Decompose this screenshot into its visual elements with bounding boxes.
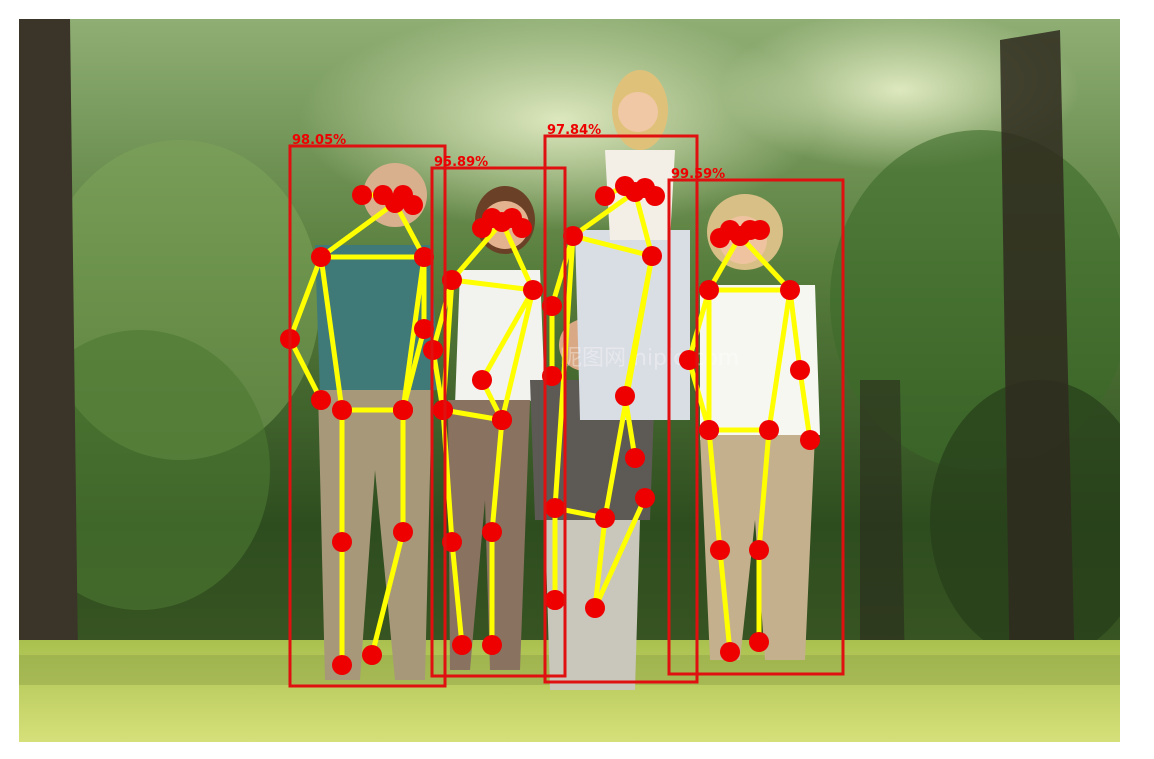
skeleton-bone (570, 189, 638, 239)
keypoint (311, 390, 331, 410)
keypoint (585, 598, 605, 618)
keypoint (442, 270, 462, 290)
skeleton-bone (369, 529, 406, 658)
keypoint (699, 280, 719, 300)
keypoint (414, 319, 434, 339)
keypoint (492, 410, 512, 430)
keypoint (800, 430, 820, 450)
keypoint (759, 420, 779, 440)
keypoint (615, 176, 635, 196)
skeleton-bone (392, 200, 427, 260)
skeleton-bone (686, 357, 712, 433)
keypoint (545, 590, 565, 610)
keypoint (393, 400, 413, 420)
detection-confidence-label: 95.89% (434, 155, 488, 170)
keypoint (472, 370, 492, 390)
skeleton-bone (318, 200, 398, 260)
keypoint (720, 642, 740, 662)
keypoint (699, 420, 719, 440)
detection-box (667, 178, 845, 676)
keypoint (523, 280, 543, 300)
keypoint (542, 296, 562, 316)
keypoint (679, 350, 699, 370)
watermark: 昵图网 nipic.com (560, 346, 739, 371)
skeleton-bone (706, 427, 723, 553)
keypoint (403, 195, 423, 215)
skeleton-bone (686, 287, 712, 363)
keypoint (373, 185, 393, 205)
skeleton-bone (592, 515, 608, 611)
keypoint (332, 532, 352, 552)
skeleton-bone (449, 539, 465, 648)
skeleton-bone (706, 233, 743, 293)
keypoint (311, 247, 331, 267)
person-4-pose (679, 220, 820, 662)
keypoint (452, 635, 472, 655)
keypoint (595, 186, 615, 206)
skeleton-bone (499, 219, 536, 293)
keypoint (625, 448, 645, 468)
person-2-pose (423, 208, 543, 655)
keypoint (362, 645, 382, 665)
keypoint (749, 632, 769, 652)
keypoint (595, 508, 615, 528)
skeleton-bone (787, 287, 803, 373)
person-1-pose (280, 185, 434, 675)
skeleton-bone (717, 547, 733, 655)
skeleton-bone (570, 233, 655, 259)
keypoint (512, 218, 532, 238)
detection-confidence-label: 99.59% (671, 167, 725, 182)
keypoint (615, 386, 635, 406)
keypoint (393, 522, 413, 542)
skeleton-bone (318, 254, 345, 413)
keypoint (749, 540, 769, 560)
keypoint (482, 635, 502, 655)
skeleton-bone (766, 287, 793, 433)
skeleton-bone (449, 277, 536, 293)
skeleton-bone (632, 189, 655, 259)
keypoint (563, 226, 583, 246)
detection-box (543, 134, 699, 684)
detection-confidence-label: 97.84% (547, 123, 601, 138)
keypoint (790, 360, 810, 380)
keypoint (332, 400, 352, 420)
skeleton-bone (489, 417, 505, 535)
skeleton-bone (737, 233, 793, 293)
keypoint (352, 185, 372, 205)
keypoint (635, 488, 655, 508)
skeleton-bone (287, 336, 324, 403)
photo-background: 昵图网 nipic.com (19, 19, 1120, 742)
keypoint (442, 532, 462, 552)
skeleton-bone (797, 367, 813, 443)
keypoint (472, 218, 492, 238)
keypoint (645, 186, 665, 206)
keypoint (710, 228, 730, 248)
keypoint (545, 498, 565, 518)
skeleton-bone (592, 495, 648, 611)
pose-overlay: 98.05% 95.89% 97.84% 99.59% (280, 123, 845, 688)
keypoint (750, 220, 770, 240)
skeleton-bone (449, 219, 505, 283)
keypoint (542, 366, 562, 386)
skeleton-bone (400, 254, 427, 413)
skeleton-bone (287, 254, 324, 342)
skeleton-bone (499, 287, 536, 423)
keypoint (414, 247, 434, 267)
detection-box (430, 166, 567, 678)
skeleton-bone (479, 287, 536, 383)
detection-confidence-label: 98.05% (292, 133, 346, 148)
skeleton-bone (756, 427, 772, 553)
skeleton-bone (549, 233, 576, 309)
detection-box (288, 144, 447, 688)
keypoint (780, 280, 800, 300)
keypoint (642, 246, 662, 266)
keypoint (332, 655, 352, 675)
keypoint (433, 400, 453, 420)
keypoint (710, 540, 730, 560)
keypoint (482, 522, 502, 542)
